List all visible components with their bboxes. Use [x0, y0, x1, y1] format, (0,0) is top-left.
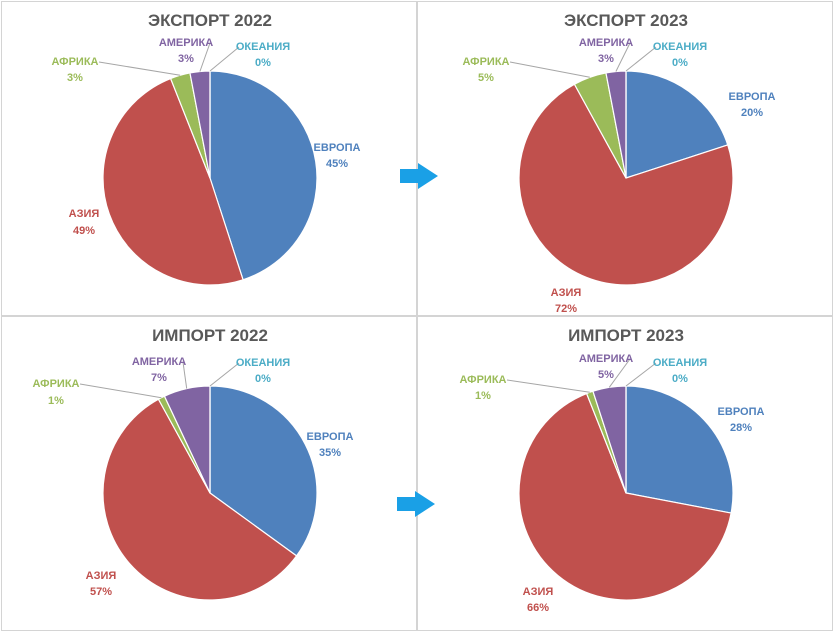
- chart-panel-import-2023: ИМПОРТ 2023 ЕВРОПА 28% АЗИЯ 66% АФРИКА 1% АМЕРИ…: [417, 316, 833, 631]
- chart-panel-export-2022: ЭКСПОРТ 2022 ЕВРОПА 45% АЗИЯ 49% АФРИКА 3% АМЕР…: [1, 1, 417, 316]
- slice-name-label: АЗИЯ: [86, 570, 117, 582]
- slice-value-label: 1%: [48, 395, 64, 407]
- chart-title: ЭКСПОРТ 2022: [148, 11, 272, 30]
- arrow-right-shape: [397, 491, 435, 517]
- chart-title: ИМПОРТ 2022: [152, 326, 268, 345]
- slice-value-label: 0%: [255, 57, 271, 69]
- slice-value-label: 5%: [598, 369, 614, 381]
- slice-value-label: 45%: [326, 158, 348, 170]
- slice-value-label: 57%: [90, 586, 112, 598]
- pie-chart-import-2023: ИМПОРТ 2023 ЕВРОПА 28% АЗИЯ 66% АФРИКА 1% АМЕРИ…: [460, 326, 765, 614]
- chart-title: ИМПОРТ 2023: [568, 326, 684, 345]
- slice-value-label: 49%: [73, 225, 95, 237]
- slice-name-label: АЗИЯ: [69, 208, 100, 220]
- leader-line: [608, 358, 631, 388]
- slice-name-label: АФРИКА: [33, 378, 80, 390]
- slice-value-label: 1%: [475, 390, 491, 402]
- leader-line: [509, 61, 590, 78]
- chart-panel-export-2023: ЭКСПОРТ 2023 ЕВРОПА 20% АЗИЯ 72% АФРИКА 5% АМЕР…: [417, 1, 833, 316]
- leader-line: [625, 46, 657, 72]
- slice-name-label: ОКЕАНИЯ: [653, 41, 707, 53]
- leader-line: [98, 61, 181, 76]
- slice-value-label: 5%: [478, 72, 494, 84]
- slice-name-label: ЕВРОПА: [729, 91, 776, 103]
- slice-value-label: 20%: [741, 107, 763, 119]
- slice-value-label: 72%: [555, 303, 577, 315]
- pie-chart-import-2022: ИМПОРТ 2022 ЕВРОПА 35% АЗИЯ 57% АФРИКА 1% АМЕРИ…: [33, 326, 354, 601]
- pie-slice-2: [518, 83, 734, 286]
- slice-name-label: АМЕРИКА: [579, 353, 633, 365]
- slice-value-label: 28%: [730, 422, 752, 434]
- pie-chart-export-2022: ЭКСПОРТ 2022 ЕВРОПА 45% АЗИЯ 49% АФРИКА 3% АМЕР…: [52, 11, 361, 286]
- slice-name-label: АМЕРИКА: [132, 356, 186, 368]
- leader-line: [209, 362, 240, 387]
- slice-value-label: 3%: [598, 53, 614, 65]
- slice-value-label: 3%: [67, 72, 83, 84]
- pie-slice-2: [518, 392, 732, 601]
- slice-name-label: АМЕРИКА: [159, 37, 213, 49]
- pie-chart-export-2023: ЭКСПОРТ 2023 ЕВРОПА 20% АЗИЯ 72% АФРИКА 5% АМЕР…: [463, 11, 776, 315]
- slice-value-label: 0%: [672, 57, 688, 69]
- slice-value-label: 66%: [527, 602, 549, 614]
- leader-line: [209, 46, 240, 72]
- arrow-right-icon: [397, 491, 435, 517]
- arrow-right-icon: [400, 163, 438, 189]
- slice-value-label: 35%: [319, 447, 341, 459]
- slice-name-label: ОКЕАНИЯ: [236, 357, 290, 369]
- leader-line: [79, 383, 162, 399]
- chart-panel-import-2022: ИМПОРТ 2022 ЕВРОПА 35% АЗИЯ 57% АФРИКА 1% АМЕРИ…: [1, 316, 417, 631]
- pie-slice-2: [102, 77, 244, 286]
- slice-name-label: АФРИКА: [463, 56, 510, 68]
- slice-name-label: ЕВРОПА: [718, 406, 765, 418]
- slice-name-label: АФРИКА: [460, 374, 507, 386]
- slice-name-label: АЗИЯ: [523, 586, 554, 598]
- pie-slice-2: [102, 398, 298, 601]
- pie-slice-1: [625, 385, 734, 514]
- leader-line: [506, 379, 590, 393]
- chart-title: ЭКСПОРТ 2023: [564, 11, 688, 30]
- slice-name-label: ОКЕАНИЯ: [236, 41, 290, 53]
- leader-line: [625, 362, 657, 387]
- pie-slice-1: [209, 70, 318, 281]
- slice-name-label: ЕВРОПА: [314, 142, 361, 154]
- slice-value-label: 0%: [672, 373, 688, 385]
- slice-name-label: АМЕРИКА: [579, 37, 633, 49]
- leader-line: [199, 42, 211, 72]
- leader-line: [615, 42, 631, 72]
- slice-name-label: АЗИЯ: [551, 287, 582, 299]
- arrow-right-shape: [400, 163, 438, 189]
- slice-name-label: ЕВРОПА: [307, 431, 354, 443]
- slice-name-label: АФРИКА: [52, 56, 99, 68]
- pie-slice-1: [625, 70, 729, 179]
- pie-slice-1: [209, 385, 318, 557]
- slice-value-label: 3%: [178, 53, 194, 65]
- slice-name-label: ОКЕАНИЯ: [653, 357, 707, 369]
- leader-line: [182, 361, 188, 389]
- slice-value-label: 7%: [151, 372, 167, 384]
- slice-value-label: 0%: [255, 373, 271, 385]
